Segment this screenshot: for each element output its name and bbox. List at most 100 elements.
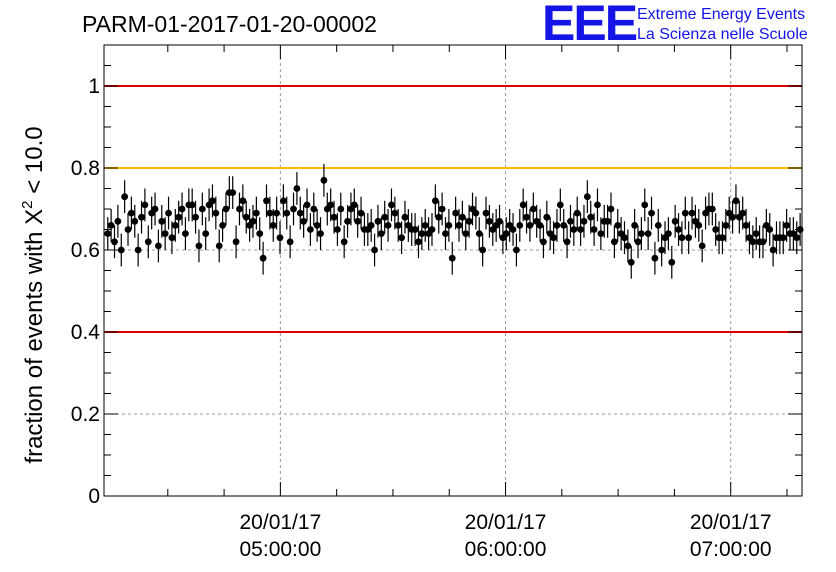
x-tick-time: 06:00:00 xyxy=(465,538,547,561)
data-point xyxy=(523,213,530,221)
x-tick-time: 05:00:00 xyxy=(240,538,322,561)
data-point xyxy=(401,213,409,221)
data-point xyxy=(114,217,122,225)
data-point xyxy=(421,222,429,229)
data-point xyxy=(229,189,237,197)
data-point xyxy=(455,222,463,229)
data-points xyxy=(104,163,804,279)
data-point xyxy=(668,258,676,266)
data-point xyxy=(313,222,321,229)
data-point xyxy=(783,222,791,229)
data-point xyxy=(644,230,652,238)
data-point xyxy=(698,242,706,250)
data-point xyxy=(377,230,385,238)
data-point xyxy=(209,197,216,205)
data-point xyxy=(195,242,203,250)
data-point xyxy=(374,217,382,225)
data-point xyxy=(465,217,473,225)
y-axis-title-symbol: Χ xyxy=(21,209,48,225)
data-point xyxy=(144,238,152,246)
data-point xyxy=(178,205,186,213)
data-point xyxy=(171,222,179,229)
data-point xyxy=(435,213,443,221)
data-point xyxy=(448,254,456,262)
data-point xyxy=(138,213,145,221)
data-point xyxy=(337,205,345,213)
data-point xyxy=(671,217,679,225)
logo-text: EEE xyxy=(542,0,637,51)
data-point xyxy=(752,230,760,238)
data-point xyxy=(681,209,689,217)
data-point xyxy=(665,230,672,238)
data-point xyxy=(411,226,419,233)
chart-title: PARM-01-2017-01-20-00002 xyxy=(82,11,377,37)
data-point xyxy=(236,205,243,213)
data-point xyxy=(158,217,166,225)
data-point xyxy=(350,201,358,209)
x-tick-labels: 20/01/17 05:00:00 20/01/17 06:00:00 20/01/17… xyxy=(240,511,772,561)
data-point xyxy=(519,201,527,209)
data-point xyxy=(388,201,395,209)
data-point xyxy=(296,209,304,217)
data-point xyxy=(573,209,581,217)
data-point xyxy=(198,205,206,213)
data-point xyxy=(550,234,557,242)
data-point xyxy=(590,226,598,233)
data-point xyxy=(367,222,375,229)
data-point xyxy=(334,226,341,233)
data-point xyxy=(749,238,757,246)
data-point xyxy=(259,254,267,262)
data-point xyxy=(563,238,571,246)
data-point xyxy=(442,230,449,238)
y-tick-label: 0.4 xyxy=(71,321,101,344)
data-point xyxy=(637,230,645,238)
data-point xyxy=(310,205,318,213)
y-tick-label: 0.2 xyxy=(71,403,100,426)
data-point xyxy=(215,242,223,250)
data-point xyxy=(431,197,439,205)
data-point xyxy=(472,209,480,217)
data-point xyxy=(269,222,277,229)
data-point xyxy=(124,226,132,233)
data-point xyxy=(212,209,220,217)
data-point xyxy=(445,222,453,229)
data-point xyxy=(344,217,351,225)
data-point xyxy=(394,222,402,229)
data-point xyxy=(252,209,260,217)
data-point xyxy=(121,193,129,201)
data-point xyxy=(732,197,740,205)
data-point xyxy=(529,205,537,213)
data-point xyxy=(357,209,365,217)
data-point xyxy=(354,217,362,225)
data-point xyxy=(742,222,750,229)
data-point xyxy=(475,230,483,238)
data-point xyxy=(496,217,503,225)
data-point xyxy=(107,222,115,229)
data-point xyxy=(391,209,399,217)
data-point xyxy=(462,230,470,238)
data-point xyxy=(678,234,686,242)
data-point xyxy=(117,246,125,254)
y-axis-title-suffix: < 10.0 xyxy=(21,126,48,200)
data-point xyxy=(577,226,584,233)
data-point xyxy=(300,217,308,225)
data-point xyxy=(675,226,682,233)
data-point xyxy=(513,246,520,254)
data-point xyxy=(263,197,270,205)
data-point xyxy=(192,213,199,221)
data-point xyxy=(540,238,547,246)
data-point xyxy=(249,217,257,225)
data-point xyxy=(256,230,264,238)
data-point xyxy=(283,209,291,217)
data-point xyxy=(232,238,240,246)
data-point xyxy=(398,234,405,242)
plot-frame xyxy=(103,44,803,497)
y-axis-title-exponent: 2 xyxy=(19,200,36,208)
data-point xyxy=(111,238,118,246)
data-point xyxy=(658,246,666,254)
data-point xyxy=(509,226,517,233)
data-point xyxy=(516,222,524,229)
data-point xyxy=(621,234,628,242)
data-point xyxy=(759,238,767,246)
data-point xyxy=(452,209,460,217)
